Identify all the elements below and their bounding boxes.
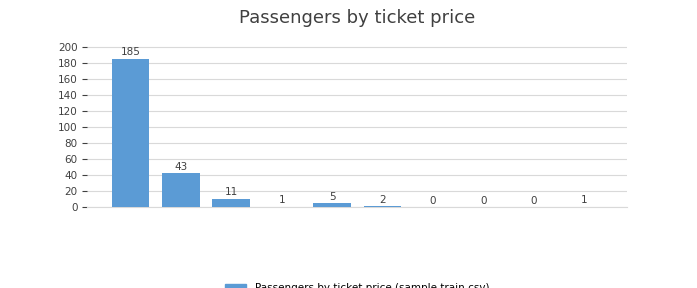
Bar xyxy=(263,206,300,207)
Text: 0: 0 xyxy=(429,196,436,206)
Text: 1: 1 xyxy=(581,195,587,205)
Bar xyxy=(162,173,200,207)
Title: Passengers by ticket price: Passengers by ticket price xyxy=(239,10,475,27)
Text: 43: 43 xyxy=(174,162,187,172)
Text: 5: 5 xyxy=(329,192,335,202)
Text: 11: 11 xyxy=(224,187,238,197)
Text: 0: 0 xyxy=(480,196,487,206)
Text: 1: 1 xyxy=(278,195,285,205)
Bar xyxy=(313,203,351,207)
Bar xyxy=(112,59,149,207)
Text: 185: 185 xyxy=(121,48,141,58)
Bar xyxy=(213,198,250,207)
Text: 0: 0 xyxy=(530,196,537,206)
Text: 2: 2 xyxy=(379,195,385,204)
Bar xyxy=(565,206,603,207)
Bar xyxy=(364,206,401,207)
Legend: Passengers by ticket price (sample train.csv): Passengers by ticket price (sample train… xyxy=(221,279,493,288)
